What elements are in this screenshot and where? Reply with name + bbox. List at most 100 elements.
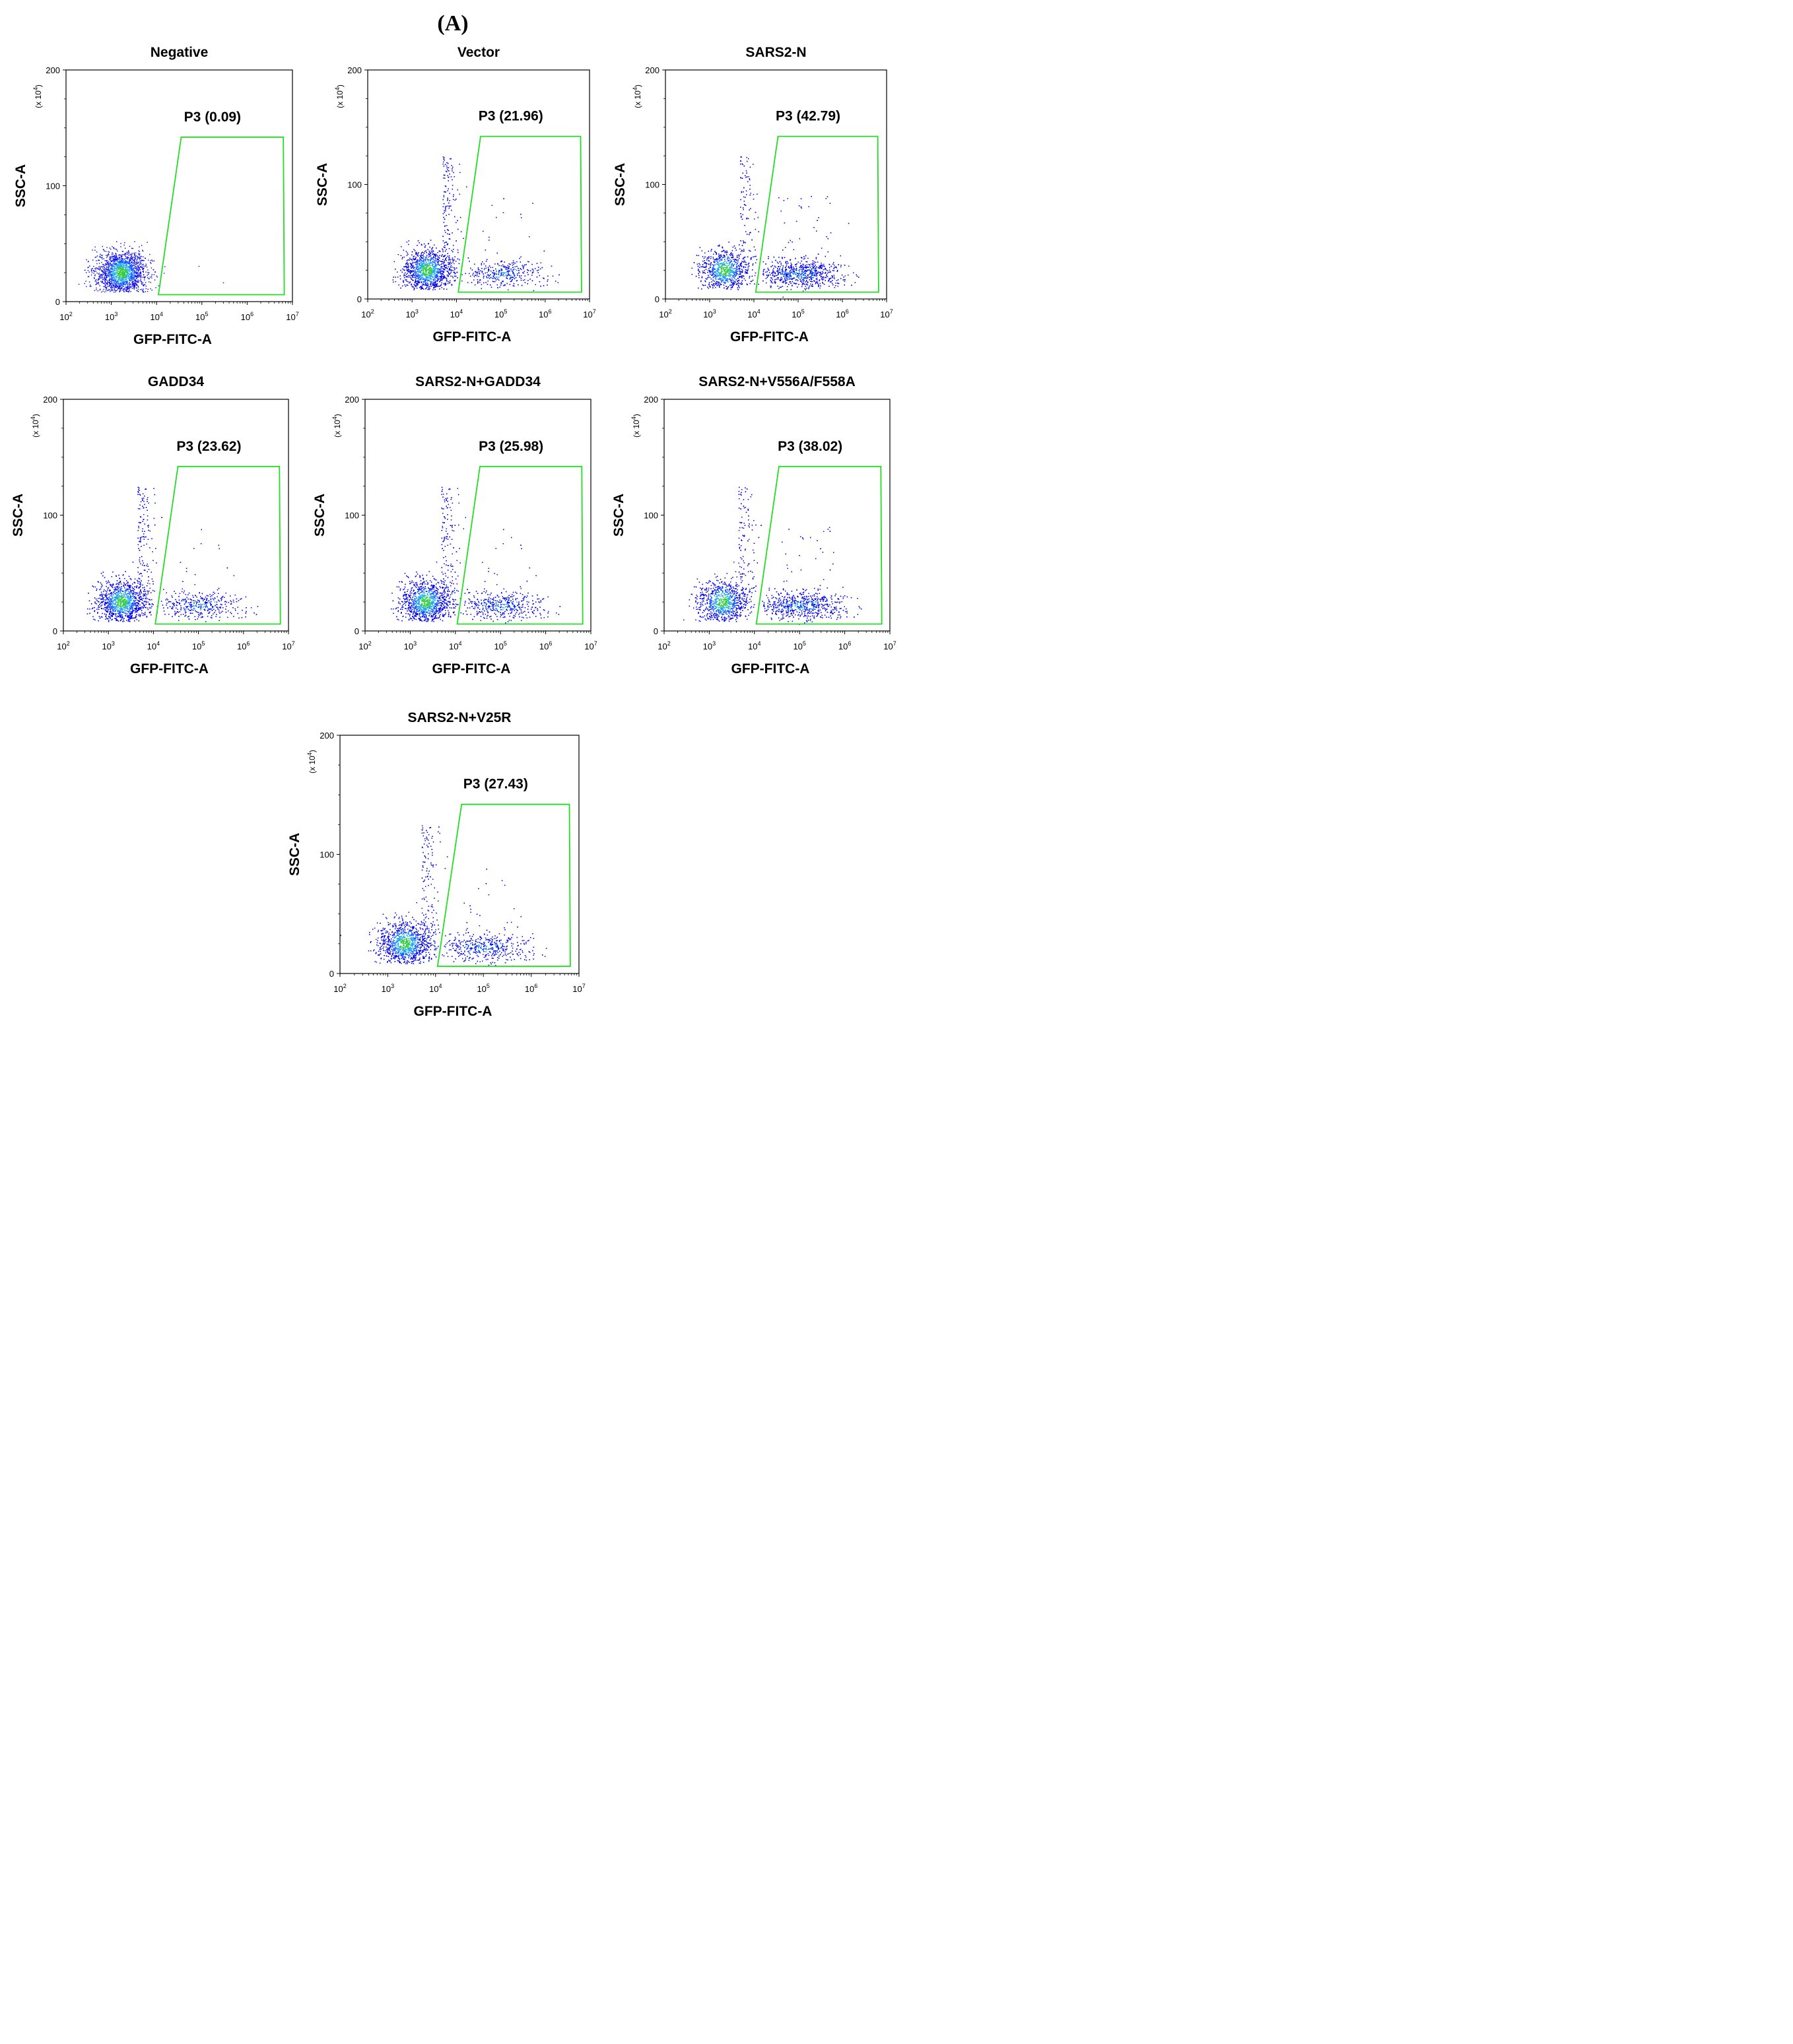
event-dot [436, 255, 438, 256]
event-dot [106, 269, 108, 271]
event-dot [118, 279, 119, 280]
event-dot [115, 272, 116, 273]
event-dot [112, 277, 114, 278]
event-dot [96, 267, 98, 269]
event-dot [510, 280, 512, 282]
event-dot [453, 245, 454, 246]
event-dot [500, 275, 502, 276]
event-dot [524, 279, 525, 280]
event-dot [434, 254, 436, 255]
event-dot [424, 264, 426, 265]
event-dot [90, 270, 92, 271]
event-dot [414, 259, 415, 261]
event-dot [446, 268, 448, 269]
event-dot [419, 271, 420, 273]
event-dot [445, 277, 446, 279]
event-dot [410, 271, 411, 272]
event-dot [116, 290, 118, 292]
event-dot [106, 269, 108, 271]
event-dot [426, 285, 428, 286]
event-dot [124, 254, 125, 255]
event-dot [521, 275, 522, 277]
event-dot [106, 257, 108, 259]
event-dot [403, 273, 405, 275]
event-dot [449, 262, 450, 263]
event-dot [424, 261, 426, 263]
event-dot [129, 257, 131, 259]
event-dot [123, 288, 125, 290]
event-dot [410, 265, 411, 267]
event-dot [406, 274, 407, 275]
event-dot [119, 277, 121, 279]
event-dot [454, 280, 455, 281]
event-dot [131, 279, 133, 280]
event-dot [423, 256, 424, 257]
event-dot [408, 244, 409, 246]
event-dot [121, 277, 123, 279]
event-dot [444, 267, 446, 268]
event-dot [145, 265, 147, 266]
event-dot [446, 205, 447, 207]
event-dot [446, 257, 448, 259]
event-dot [125, 268, 127, 269]
event-dot [126, 288, 127, 290]
event-dot [433, 286, 434, 288]
event-dot [116, 255, 118, 257]
event-dot [454, 267, 456, 269]
event-dot [114, 259, 115, 261]
event-dot [145, 257, 146, 259]
x-tick-label: 107 [286, 311, 298, 322]
event-dot [149, 253, 151, 255]
event-dot [139, 280, 141, 282]
event-dot [141, 288, 143, 290]
event-dot [102, 267, 104, 269]
event-dot [415, 280, 417, 282]
event-dot [451, 165, 452, 166]
event-dot [114, 264, 116, 265]
event-dot [143, 271, 144, 273]
event-dot [466, 186, 467, 187]
event-dot [445, 232, 446, 233]
event-dot [415, 273, 417, 275]
event-dot [121, 277, 123, 279]
event-dot [442, 274, 444, 275]
event-dot [432, 263, 434, 265]
event-dot [128, 277, 129, 279]
event-dot [137, 269, 139, 271]
event-dot [118, 275, 119, 276]
event-dot [136, 260, 137, 261]
event-dot [532, 272, 533, 273]
event-dot [139, 267, 141, 269]
event-dot [441, 278, 442, 279]
event-dot [137, 280, 139, 282]
event-dot [103, 269, 104, 271]
event-dot [121, 276, 123, 277]
event-dot [143, 260, 145, 261]
event-dot [116, 273, 117, 275]
event-dot [429, 251, 430, 253]
event-dot [435, 277, 436, 278]
event-dot [517, 275, 518, 276]
event-dot [121, 255, 123, 257]
event-dot [448, 257, 450, 258]
event-dot [537, 272, 539, 273]
event-dot [439, 257, 440, 259]
event-dot [405, 263, 407, 265]
event-dot [452, 261, 454, 263]
event-dot [539, 275, 540, 277]
event-dot [135, 275, 137, 277]
event-dot [423, 271, 424, 273]
event-dot [143, 284, 145, 286]
event-dot [426, 261, 427, 263]
event-dot [437, 252, 438, 253]
event-dot [114, 263, 116, 265]
event-dot [435, 263, 436, 265]
event-dot [106, 286, 108, 288]
event-dot [124, 265, 125, 267]
event-dot [448, 263, 450, 265]
event-dot [143, 274, 145, 275]
event-dot [150, 262, 151, 263]
event-dot [118, 283, 119, 284]
event-dot [141, 259, 143, 261]
